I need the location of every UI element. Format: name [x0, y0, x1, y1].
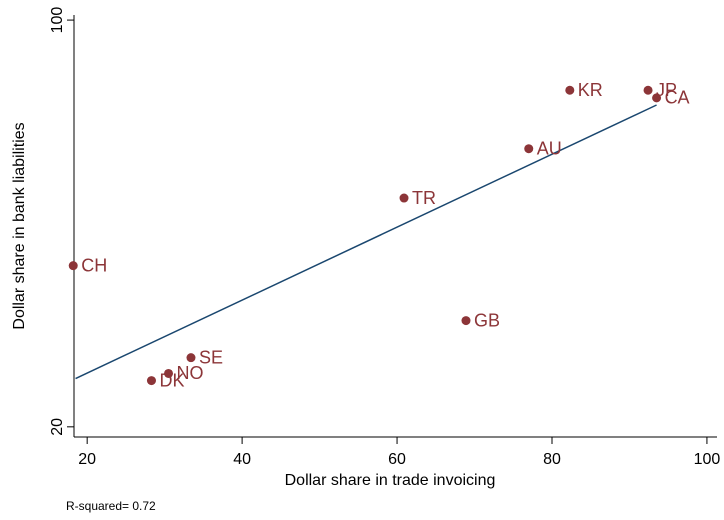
point-label: CA — [665, 88, 690, 108]
y-tick-label: 20 — [49, 418, 66, 436]
point-label: AU — [537, 138, 562, 158]
point — [68, 261, 78, 271]
y-tick-label: 100 — [49, 7, 66, 34]
point — [186, 353, 196, 363]
point-label: KR — [578, 80, 603, 100]
point — [164, 368, 174, 378]
x-tick-label: 40 — [233, 451, 251, 468]
point — [643, 85, 653, 95]
fit-line — [75, 104, 657, 380]
x-tick-label: 60 — [388, 451, 406, 468]
point — [565, 85, 575, 95]
point-label: SE — [199, 347, 223, 367]
x-tick-label: 80 — [543, 451, 561, 468]
point-label: NO — [177, 363, 204, 383]
point-label: TR — [412, 188, 436, 208]
point — [146, 376, 156, 386]
annotation: R-squared= 0.72 — [66, 499, 156, 513]
point — [652, 93, 662, 103]
point — [399, 193, 409, 203]
point-label: JP — [656, 80, 677, 100]
x-axis-title: Dollar share in trade invoicing — [285, 472, 496, 489]
point-label: GB — [474, 310, 500, 330]
point — [461, 316, 471, 326]
point-label: CH — [81, 255, 107, 275]
y-axis-title: Dollar share in bank liabilities — [11, 122, 28, 329]
point — [524, 144, 534, 154]
x-tick-label: 20 — [78, 451, 96, 468]
x-tick-label: 100 — [694, 451, 721, 468]
